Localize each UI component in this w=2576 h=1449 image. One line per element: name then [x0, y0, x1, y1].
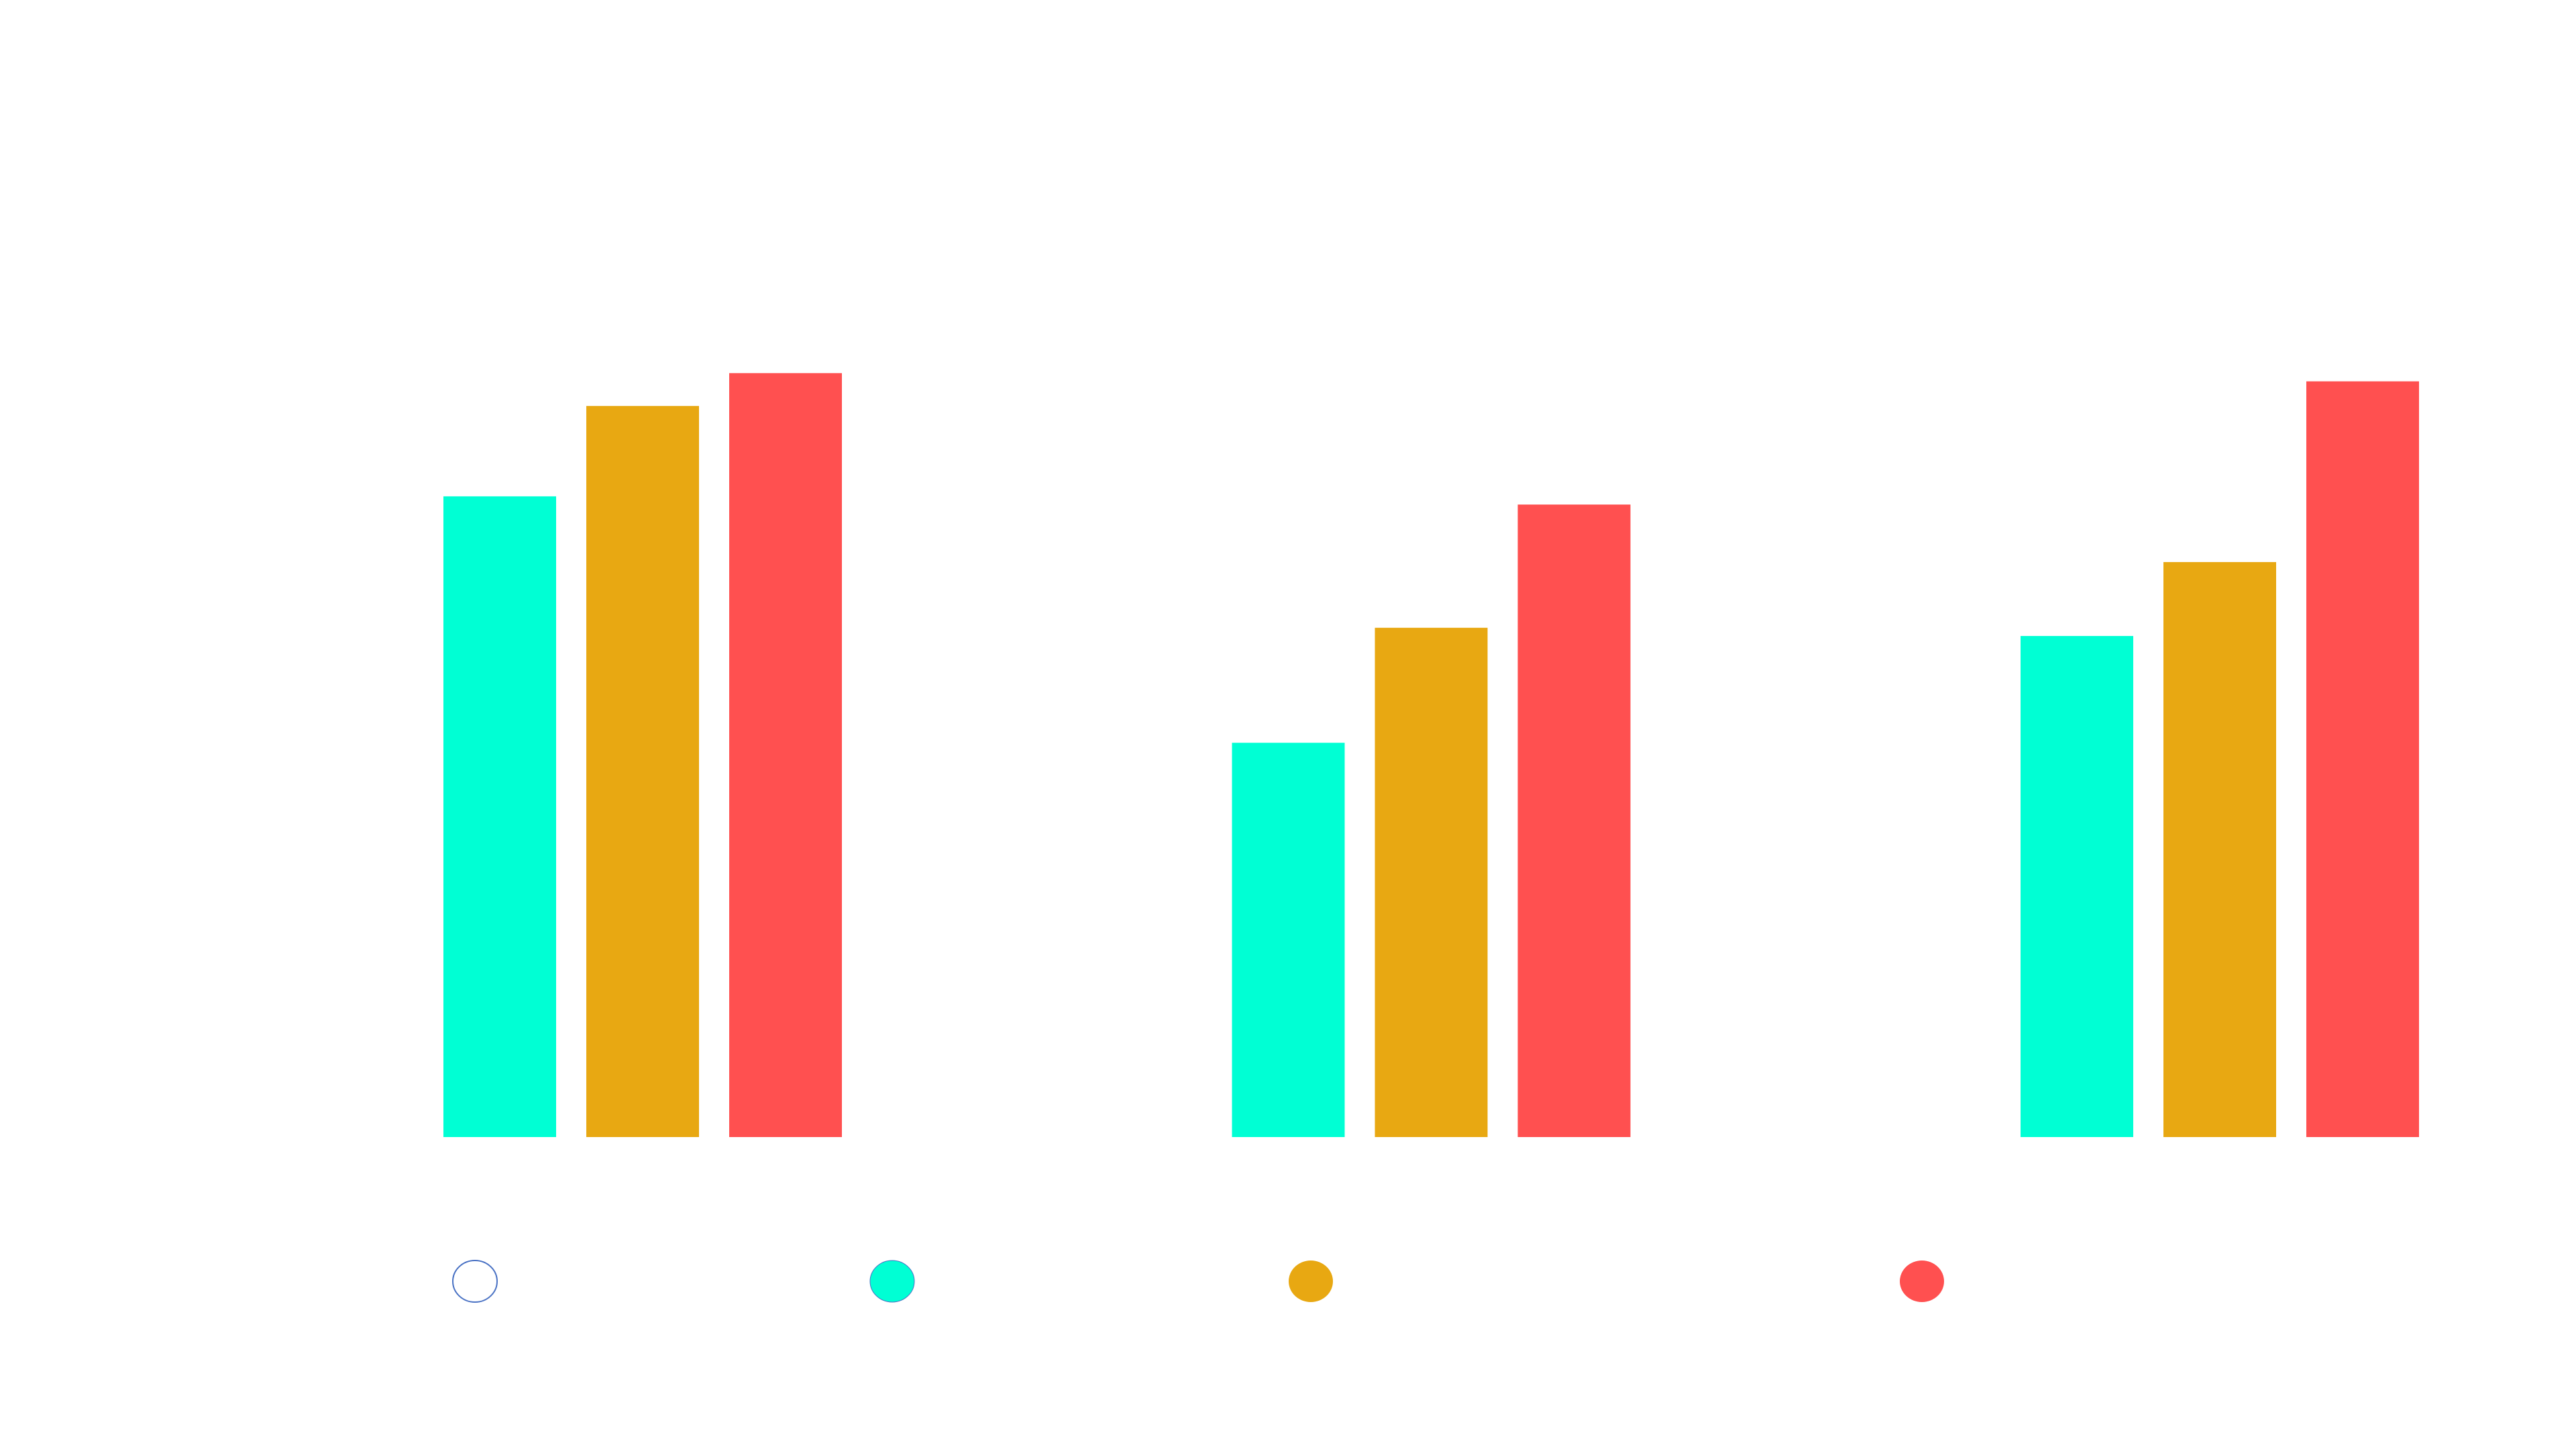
- bar: [2306, 381, 2419, 1138]
- bar: [2021, 636, 2133, 1137]
- bar: [443, 496, 556, 1137]
- bar: [1375, 627, 1488, 1137]
- bar: [729, 373, 842, 1137]
- legend-marker: [869, 1260, 915, 1303]
- legend-marker: [1900, 1260, 1944, 1302]
- legend-marker: [1289, 1260, 1333, 1302]
- bar: [2163, 561, 2276, 1137]
- legend-marker: [452, 1260, 498, 1303]
- bar: [1517, 504, 1631, 1137]
- bar: [1232, 743, 1345, 1137]
- bar: [586, 406, 699, 1137]
